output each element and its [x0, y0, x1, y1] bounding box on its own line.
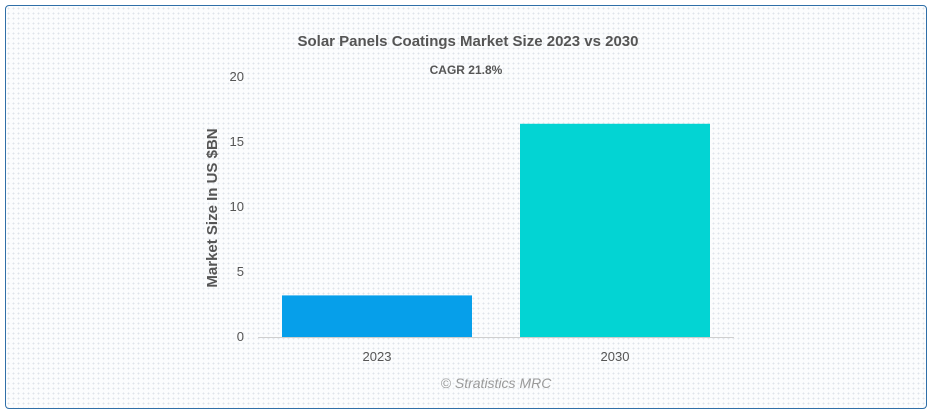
bars-group: [282, 123, 710, 337]
y-tick-label: 20: [230, 69, 244, 84]
credit-text: © Stratistics MRC: [441, 375, 553, 391]
chart-frame: [5, 5, 927, 409]
y-axis: 0 5 10 15 20: [230, 69, 244, 344]
x-tick-label: 2030: [601, 349, 630, 364]
bar-2030[interactable]: [520, 123, 710, 337]
chart-title: Solar Panels Coatings Market Size 2023 v…: [297, 33, 638, 50]
bar-2023[interactable]: [282, 295, 472, 337]
y-tick-label: 15: [230, 134, 244, 149]
x-tick-label: 2023: [363, 349, 392, 364]
y-tick-label: 10: [230, 199, 244, 214]
y-tick-label: 5: [237, 264, 244, 279]
y-axis-label: Market Size In US $BN: [204, 128, 221, 287]
y-tick-label: 0: [237, 329, 244, 344]
x-axis: 2023 2030: [363, 349, 630, 364]
chart-subtitle: CAGR 21.8%: [430, 63, 503, 77]
